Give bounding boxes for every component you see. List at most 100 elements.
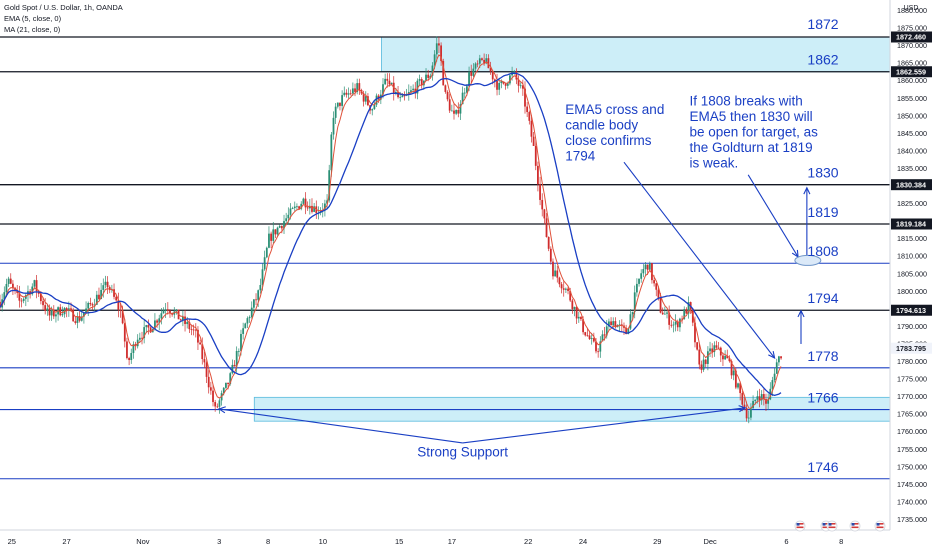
candle-body: [438, 43, 440, 46]
time-tick-3: 3: [217, 537, 221, 546]
candle-body: [407, 91, 410, 95]
candle-body: [633, 292, 636, 312]
support-arrow-right-shaft: [462, 407, 746, 444]
candle-body: [586, 335, 589, 337]
candle-body: [476, 63, 479, 65]
candle-body: [666, 312, 668, 314]
event-flag-icon-canton: [796, 523, 800, 526]
level-label-1830: 1830: [807, 165, 838, 181]
price-axis-bg: [890, 0, 932, 530]
candle-body: [427, 74, 430, 78]
candle-body: [635, 283, 638, 293]
candle-body: [526, 106, 529, 113]
candle-body: [192, 329, 195, 331]
price-tick-label: 1740.000: [897, 497, 927, 506]
event-flag-icon-stripe: [828, 523, 836, 525]
candle-body: [440, 45, 442, 62]
candle-body: [261, 269, 264, 285]
candle-body: [758, 396, 761, 401]
candle-body: [603, 334, 606, 336]
candle-body: [498, 82, 501, 90]
candle-body: [541, 199, 544, 210]
candle-body: [711, 348, 714, 352]
candle-body: [481, 58, 483, 60]
candle-body: [334, 106, 337, 118]
price-tag-1830: 1830.384: [896, 180, 926, 189]
candle-body: [459, 104, 462, 114]
candle-body: [308, 205, 311, 209]
candle-body: [661, 312, 664, 315]
candle-body: [166, 309, 169, 311]
price-tick-label: 1855.000: [897, 94, 927, 103]
candle-body: [203, 359, 206, 363]
candle-body: [259, 284, 262, 291]
candle-body: [222, 387, 225, 394]
event-flag-icon[interactable]: [794, 520, 806, 532]
candle-body: [5, 283, 8, 293]
ema-cross-note-line: candle body: [565, 118, 638, 133]
support-arrow-left-head: [217, 406, 226, 414]
candle-body: [190, 329, 193, 330]
event-flag-icon-ring: [874, 520, 886, 532]
candle-body: [500, 81, 503, 83]
candle-body: [382, 84, 384, 95]
candle-body: [444, 85, 447, 92]
price-tick-label: 1805.000: [897, 269, 927, 278]
event-flag-icon-stripe: [822, 526, 830, 529]
time-tick-25: 25: [8, 537, 16, 546]
candle-body: [545, 218, 548, 237]
candle-body: [493, 79, 496, 81]
event-flag-icon-ring: [826, 520, 838, 532]
candle-body: [197, 329, 199, 343]
candle-body: [657, 289, 660, 298]
candle-body: [231, 364, 234, 374]
candle-body: [601, 334, 604, 342]
price-tick-label: 1755.000: [897, 445, 927, 454]
candle-body: [534, 145, 537, 166]
time-tick-15: 15: [395, 537, 403, 546]
candle-body: [771, 380, 774, 389]
candle-body: [683, 309, 686, 319]
price-tag-1830-bg: [891, 179, 932, 191]
candle-body: [724, 355, 727, 360]
candle-body: [483, 59, 486, 64]
candle-body: [126, 341, 128, 359]
candle-body: [620, 324, 623, 326]
event-flag-icon[interactable]: [874, 520, 886, 532]
candle-body: [52, 309, 55, 317]
candle-body: [521, 85, 524, 89]
candle-body: [199, 342, 202, 345]
event-flag-icon[interactable]: [826, 520, 838, 532]
candle-body: [575, 306, 578, 319]
candle-body: [330, 134, 333, 171]
candle-body: [138, 337, 141, 340]
support-arrow-right-head: [738, 405, 747, 413]
candle-body: [67, 308, 70, 311]
candle-body: [730, 361, 733, 376]
event-flag-icon-stripe: [851, 526, 859, 529]
candle-body: [74, 321, 77, 323]
breakout-note-line: the Goldturn at 1819: [690, 140, 813, 155]
target-arrow-1830-head: [803, 186, 811, 195]
candle-body: [642, 269, 645, 274]
candle-body: [33, 280, 36, 287]
candle-body: [504, 83, 507, 86]
time-tick-17: 17: [448, 537, 456, 546]
support-note: Strong Support: [417, 444, 508, 459]
price-tag-1872: 1872.460: [896, 33, 926, 42]
breakout-note-line: If 1808 breaks with: [690, 93, 803, 108]
price-tag-1794: 1794.613: [896, 306, 926, 315]
candle-body: [513, 71, 516, 73]
candle-body: [487, 58, 490, 69]
candle-body: [44, 305, 47, 311]
event-flag-icon[interactable]: [849, 520, 861, 532]
candle-body: [306, 207, 309, 209]
candle-body: [388, 80, 391, 85]
candle-body: [179, 319, 182, 321]
event-flag-icon-canton: [822, 523, 826, 526]
time-tick-29: 29: [653, 537, 661, 546]
candle-body: [345, 92, 348, 95]
candle-body: [35, 280, 38, 292]
event-flag-icon-stripe: [876, 526, 884, 529]
